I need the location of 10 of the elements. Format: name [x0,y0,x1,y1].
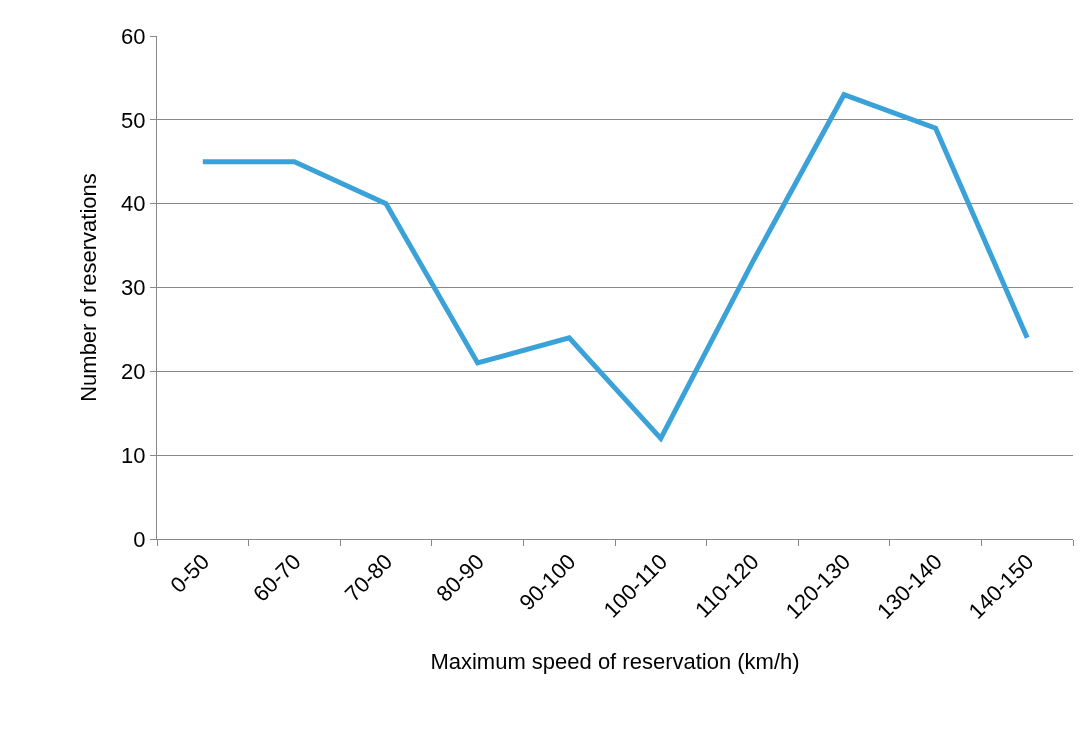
y-tick-label: 20 [121,359,146,385]
y-axis-title: Number of reservations [75,173,101,402]
y-tick-label: 60 [121,23,146,49]
x-axis-title: Maximum speed of reservation (km/h) [430,648,800,674]
y-tick-label: 0 [133,526,146,552]
y-tick-label: 40 [121,191,146,217]
y-tick-label: 10 [121,442,146,468]
y-tick-label: 50 [121,107,146,133]
x-tick-label: 0-50 [165,549,215,598]
y-tick-label: 30 [121,275,146,301]
